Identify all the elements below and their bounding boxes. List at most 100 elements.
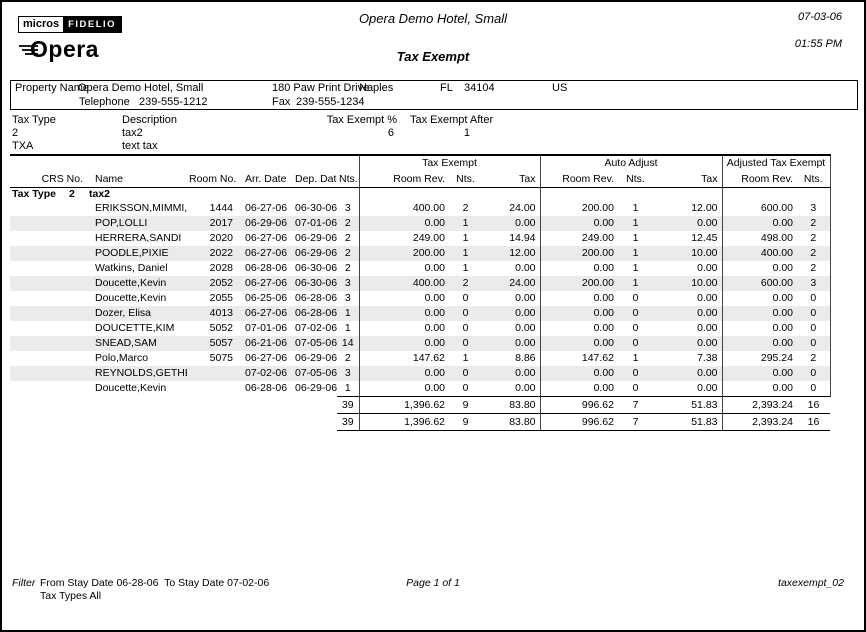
cell-aa_rev: 0.00 <box>539 336 618 351</box>
group-tax-exempt: Tax Exempt <box>358 155 540 171</box>
cell-adj_rev: 400.00 <box>721 246 797 261</box>
cell-room: 4013 <box>187 306 237 321</box>
col-aa-tax: Tax <box>653 171 722 188</box>
section-label-cell: Tax Type 2 <box>10 188 87 202</box>
cell-aa_nts: 0 <box>618 336 653 351</box>
cell-te_nts: 0 <box>449 336 482 351</box>
cell-te_rev: 249.00 <box>358 231 449 246</box>
tax-type-value: 2 <box>12 127 19 139</box>
cell-te_tax: 24.00 <box>509 202 536 214</box>
cell-te_rev: 200.00 <box>358 246 449 261</box>
guest-rows: Tax Type 2 tax2 ERIKSSON,MIMMI,Ms. 1444 06-… <box>10 187 831 397</box>
cell-aa_rev: 200.00 <box>539 201 618 216</box>
filter-label: Filter <box>12 577 36 589</box>
cell-name: Doucette,Kevin <box>95 292 167 304</box>
cell-adj_rev: 600.00 <box>721 201 797 216</box>
cell-te_nts: 0 <box>449 306 482 321</box>
cell-aa_nts: 0 <box>632 322 639 334</box>
cell-crs <box>10 366 87 381</box>
cell-adj_nts: 0 <box>797 366 831 381</box>
cell-crs <box>10 306 87 321</box>
cell-aa_nts: 0 <box>632 292 639 304</box>
cell-te_tax: 0.00 <box>515 322 536 334</box>
cell-adj_rev: 600.00 <box>721 276 797 291</box>
cell-room <box>187 381 237 397</box>
cell-name: Doucette,Kevin <box>95 382 167 395</box>
cell-nts: 2 <box>344 352 351 364</box>
cell-room: 2022 <box>187 246 237 261</box>
cell-nts: 3 <box>337 276 359 291</box>
cell-dep: 06-30-06 <box>295 202 337 214</box>
cell-name: Doucette,Kevin <box>87 276 187 291</box>
cell-dep: 07-05-06 <box>287 336 337 351</box>
cell-dep: 07-01-06 <box>287 216 337 231</box>
cell-name: ERIKSSON,MIMMI,Ms. <box>95 202 187 214</box>
cell-dep: 07-05-06 <box>287 366 337 381</box>
cell-aa_nts: 0 <box>618 306 653 321</box>
tax-exempt-table-wrap: Tax Exempt Auto Adjust Adjusted Tax Exem… <box>10 154 831 431</box>
fax-value: 239-555-1234 <box>296 96 365 108</box>
cell-arr: 07-02-06 <box>237 366 287 381</box>
cell-adj_nts: 3 <box>797 276 831 291</box>
cell-te_tax: 14.94 <box>509 232 536 244</box>
filter-stay-dates: From Stay Date 06-28-06 To Stay Date 07-… <box>40 577 270 589</box>
section-description: tax2 <box>89 188 111 200</box>
cell-adj_nts: 2 <box>797 261 831 276</box>
guest-row: Polo,Marco 5075 06-27-06 06-29-06 2 147.62 1 8.… <box>10 351 831 366</box>
property-name-value: Opera Demo Hotel, Small <box>78 82 204 94</box>
tax-type-section-row: Tax Type 2 tax2 <box>10 187 831 202</box>
cell-te_nts: 1 <box>449 246 482 261</box>
cell-crs <box>10 351 87 366</box>
cell-adj_rev: 0.00 <box>721 381 797 397</box>
guest-row: POP,LOLLI 2017 06-29-06 07-01-06 2 0.00 1 0.00 0… <box>10 216 831 231</box>
cell-te_nts: 0 <box>462 292 469 304</box>
property-zip: 34104 <box>464 82 495 94</box>
group-auto-adjust: Auto Adjust <box>539 155 722 171</box>
total-te-room-rev: 1,396.62 <box>358 413 449 431</box>
cell-name: SNEAD,SAM <box>87 336 187 351</box>
guest-row: POODLE,PIXIE 2022 06-27-06 06-29-06 2 200.00 1… <box>10 246 831 261</box>
cell-adj_nts: 2 <box>797 351 831 366</box>
cell-te_tax: 0.00 <box>515 262 536 274</box>
cell-crs <box>10 201 87 216</box>
tax-exempt-after-header: Tax Exempt After <box>410 114 494 126</box>
cell-te_rev: 0.00 <box>358 321 449 336</box>
col-te-nts: Nts. <box>449 171 482 188</box>
cell-aa_tax: 0.00 <box>697 322 718 334</box>
fidelio-logo-text: FIDELIO <box>63 17 122 32</box>
group-header-row: Tax Exempt Auto Adjust Adjusted Tax Exem… <box>10 155 831 171</box>
totals-rows: 39 1,396.62 9 83.80 996.62 7 51.83 2,393… <box>10 396 831 431</box>
cell-aa_rev: 249.00 <box>539 231 618 246</box>
cell-aa_rev: 0.00 <box>539 291 618 306</box>
cell-dep: 06-28-06 <box>287 306 337 321</box>
cell-aa_nts: 1 <box>618 216 653 231</box>
col-room-no: Room No. <box>187 171 237 188</box>
guest-row: Doucette,Kevin 2055 06-25-06 06-28-06 3 0.00 0… <box>10 291 831 306</box>
col-aa-nts: Nts. <box>618 171 653 188</box>
cell-name: Polo,Marco <box>95 352 149 364</box>
tax-exempt-pct-header: Tax Exempt % <box>326 114 397 126</box>
cell-dep: 06-29-06 <box>287 246 337 261</box>
property-city: Naples <box>359 82 394 94</box>
cell-adj_nts: 0 <box>797 291 831 306</box>
cell-te_rev: 0.00 <box>358 366 449 381</box>
total-aa-tax: 51.83 <box>653 413 722 431</box>
cell-aa_rev: 200.00 <box>539 276 618 291</box>
cell-crs <box>10 216 87 231</box>
cell-room: 2028 <box>209 262 233 274</box>
cell-te_rev: 0.00 <box>358 336 449 351</box>
property-country: US <box>552 82 568 94</box>
property-name-label: Property Name <box>15 82 89 94</box>
cell-adj_rev: 0.00 <box>721 261 797 276</box>
cell-arr: 06-28-06 <box>245 262 287 274</box>
cell-aa_rev: 200.00 <box>539 246 618 261</box>
cell-aa_nts: 1 <box>618 246 653 261</box>
total-te-tax: 83.80 <box>482 413 540 431</box>
cell-room: 2055 <box>209 292 233 304</box>
col-te-room-rev: Room Rev. <box>358 171 449 188</box>
telephone-value: 239-555-1212 <box>139 96 208 108</box>
tax-exempt-after-value: 1 <box>463 127 470 139</box>
cell-aa_tax: 0.00 <box>697 262 718 274</box>
col-aa-room-rev: Room Rev. <box>539 171 618 188</box>
